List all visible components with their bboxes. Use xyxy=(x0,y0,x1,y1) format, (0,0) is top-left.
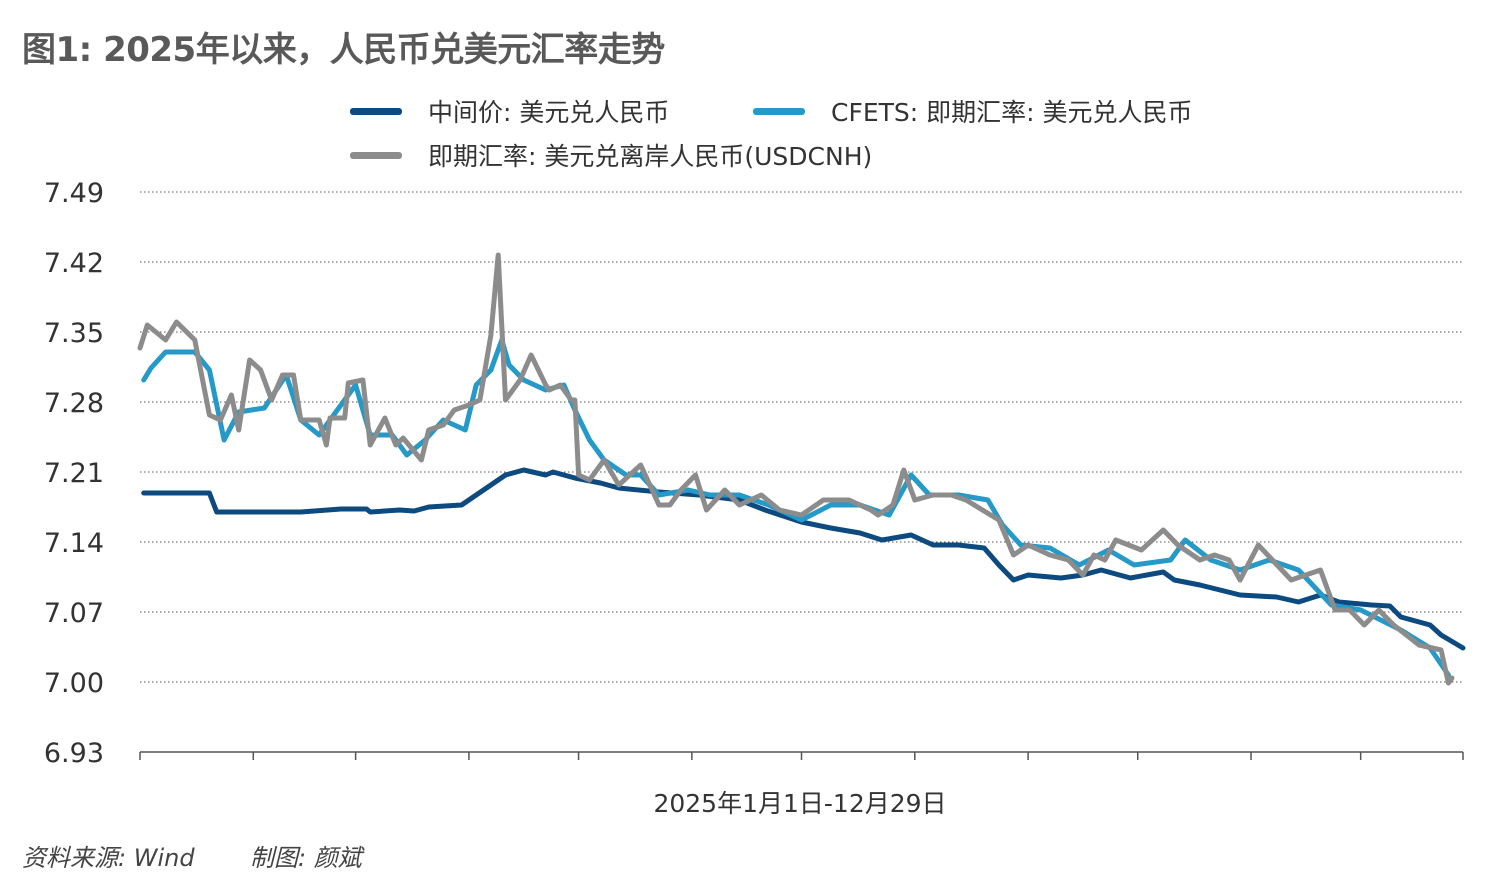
legend-swatch-central-parity xyxy=(350,107,402,115)
y-tick-label: 7.00 xyxy=(44,668,104,699)
series-line-2 xyxy=(137,252,1455,686)
series-line-0 xyxy=(141,467,1466,651)
legend-swatch-offshore xyxy=(350,151,402,159)
x-axis-label: 2025年1月1日-12月29日 xyxy=(0,784,1498,820)
y-tick-label: 7.49 xyxy=(44,178,104,209)
legend-swatch-cfets-spot xyxy=(753,107,805,115)
legend-item-cfets-spot: CFETS: 即期汇率: 美元兑人民币 xyxy=(753,93,1193,129)
footer-author: 制图: 颜斌 xyxy=(250,844,362,872)
y-tick-label: 7.42 xyxy=(44,248,104,279)
legend-label: 即期汇率: 美元兑离岸人民币(USDCNH) xyxy=(428,142,873,171)
x-axis-label-text: 2025年1月1日-12月29日 xyxy=(653,789,947,818)
chart-title: 图1: 2025年以来，人民币兑美元汇率走势 xyxy=(22,30,665,70)
y-tick-label: 7.28 xyxy=(44,388,104,419)
y-tick-label: 7.07 xyxy=(44,598,104,629)
y-tick-label: 7.14 xyxy=(44,528,104,559)
legend-item-central-parity: 中间价: 美元兑人民币 xyxy=(350,93,669,129)
y-tick-label: 7.35 xyxy=(44,318,104,349)
legend-label: 中间价: 美元兑人民币 xyxy=(428,98,670,127)
legend-label: CFETS: 即期汇率: 美元兑人民币 xyxy=(831,98,1193,127)
legend-item-offshore: 即期汇率: 美元兑离岸人民币(USDCNH) xyxy=(350,137,872,173)
y-tick-label: 6.93 xyxy=(44,738,104,769)
series-line-1 xyxy=(141,337,1451,678)
footer-source: 资料来源: Wind xyxy=(22,844,195,872)
y-tick-label: 7.21 xyxy=(44,458,104,489)
